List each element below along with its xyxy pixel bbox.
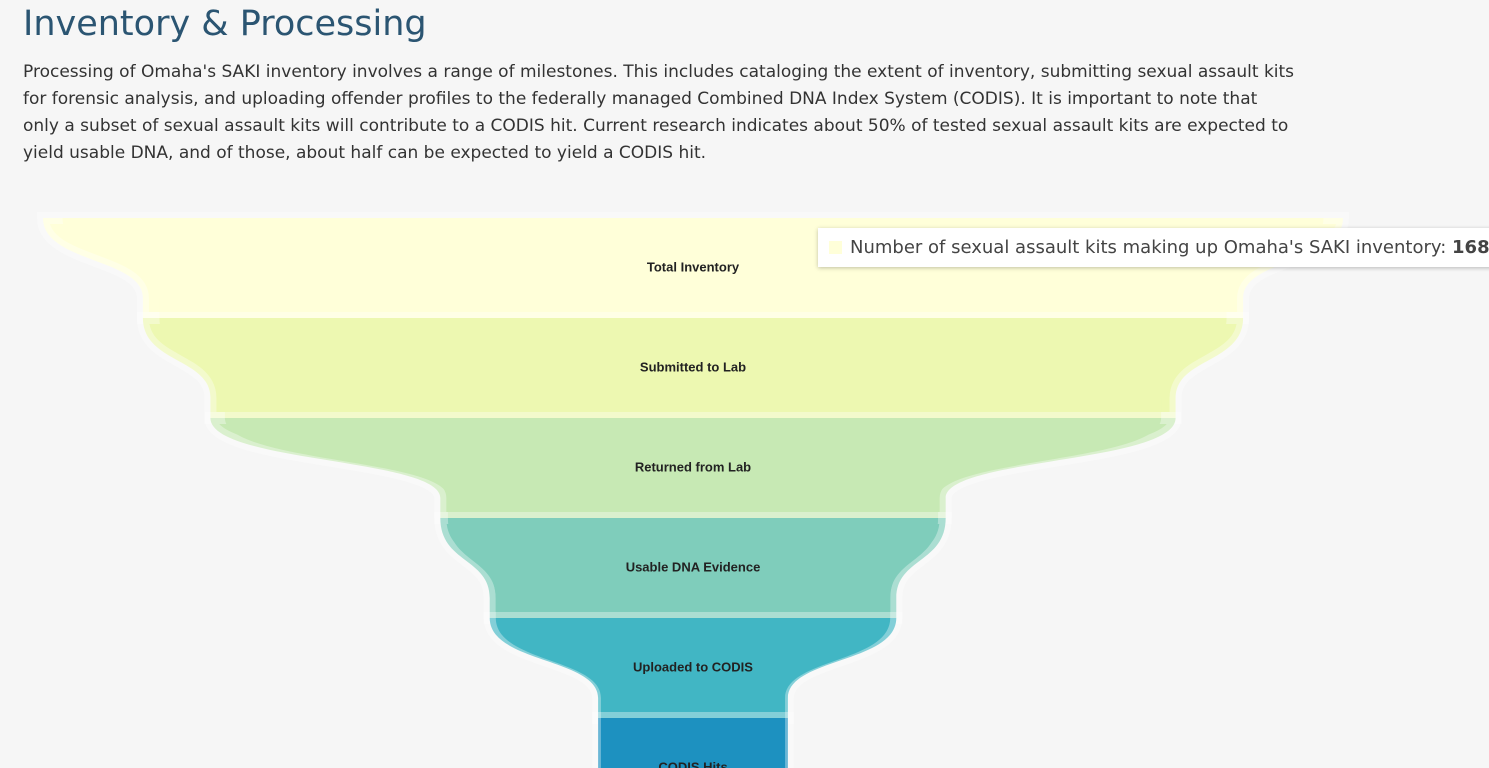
funnel-segment-core <box>159 318 1227 418</box>
funnel-segment-core <box>224 418 1162 518</box>
segment-label: Returned from Lab <box>635 459 751 474</box>
tooltip-value: 1685 <box>1452 237 1489 258</box>
page-title: Inventory & Processing <box>23 4 427 44</box>
funnel-segment-core <box>495 618 891 718</box>
funnel-segment-core <box>600 718 786 768</box>
segment-label: Submitted to Lab <box>640 359 746 374</box>
segment-label: CODIS Hits <box>658 759 727 768</box>
segment-label: Total Inventory <box>647 259 740 274</box>
tooltip-label: Number of sexual assault kits making up … <box>850 237 1447 258</box>
tooltip-swatch <box>829 241 842 254</box>
segment-label: Uploaded to CODIS <box>633 659 753 674</box>
funnel-segment-core <box>447 518 939 618</box>
tooltip: Number of sexual assault kits making up … <box>818 228 1489 267</box>
description: Processing of Omaha's SAKI inventory inv… <box>23 62 1295 163</box>
funnel-chart: Total Inventory Submitted to Lab Returned … <box>36 212 1350 768</box>
segment-label: Usable DNA Evidence <box>626 559 761 574</box>
